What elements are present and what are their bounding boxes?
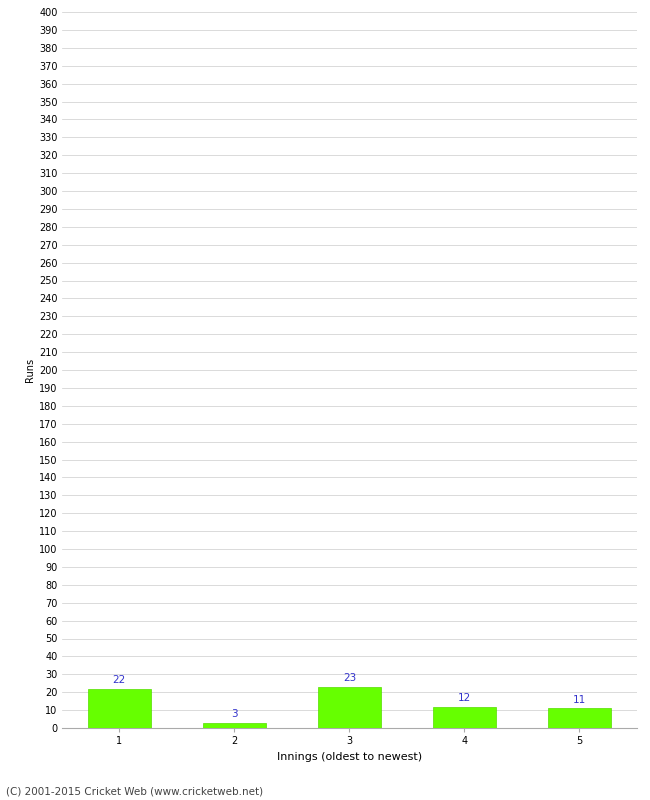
Text: 22: 22 (112, 675, 126, 685)
Text: 3: 3 (231, 709, 238, 719)
Text: 11: 11 (573, 694, 586, 705)
Bar (433, 706, 496, 728)
Text: (C) 2001-2015 Cricket Web (www.cricketweb.net): (C) 2001-2015 Cricket Web (www.cricketwe… (6, 786, 264, 796)
Text: 12: 12 (458, 693, 471, 703)
Y-axis label: Runs: Runs (25, 358, 35, 382)
Bar (548, 708, 611, 728)
X-axis label: Innings (oldest to newest): Innings (oldest to newest) (277, 752, 422, 762)
Text: 23: 23 (343, 674, 356, 683)
Bar (318, 687, 381, 728)
Bar (203, 722, 266, 728)
Bar (88, 689, 151, 728)
